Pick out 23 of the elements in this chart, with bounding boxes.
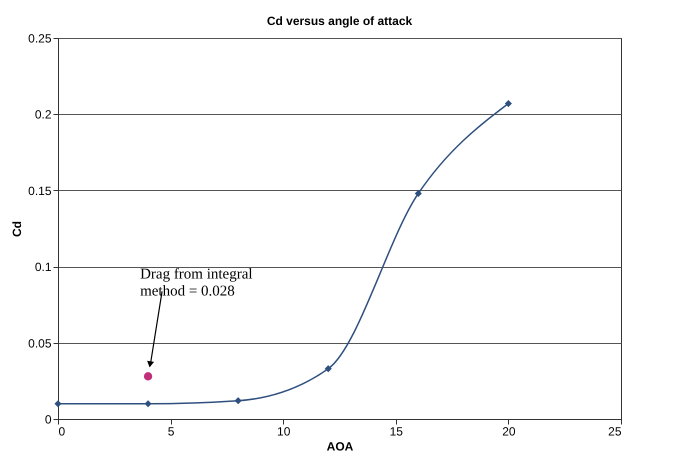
point	[144, 372, 152, 381]
y-tick-label: 0.1	[34, 260, 52, 274]
y-tick-label: 0.15	[28, 184, 52, 198]
point	[324, 365, 332, 372]
y-tick-label: 0.05	[28, 336, 52, 350]
annotation: Drag from integral method = 0.028	[140, 266, 253, 300]
point	[144, 400, 152, 408]
y-axis-title: Cd	[10, 221, 24, 237]
x-tick-label: 0	[58, 424, 66, 438]
x-axis-title: AOA	[326, 440, 354, 454]
x-tick-label: 25	[608, 424, 622, 438]
x-tick-label: 5	[168, 424, 175, 438]
x-tick-label: 20	[502, 424, 516, 438]
point	[234, 397, 242, 404]
y-tick-label: 0.2	[34, 108, 52, 122]
point	[54, 400, 62, 408]
y-tick-label: 0.25	[28, 32, 52, 46]
x-tick-label: 15	[390, 424, 404, 438]
point	[504, 100, 512, 108]
point	[414, 190, 422, 197]
chart-title: Cd versus angle of attack	[266, 14, 413, 28]
y-tick-label: 0	[44, 412, 52, 426]
x-tick-label: 10	[277, 424, 291, 438]
